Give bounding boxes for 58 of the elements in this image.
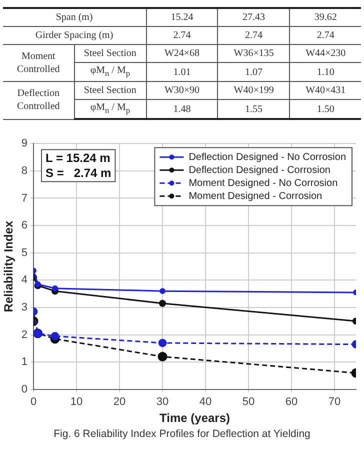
point [158,338,167,348]
x-tick-label: 0 [30,396,37,408]
text: W44×230 [290,44,361,62]
text: Girder Spacing (m) [3,26,146,44]
x-axis-title: Time (years) [160,411,230,426]
annotation: L = 15.24 m [46,150,110,165]
annotation: S = 2.74 m [46,166,112,180]
x-tick-label: 30 [156,396,169,408]
text: 1.10 [290,62,361,82]
y-tick-label: 5 [21,246,28,259]
text: W36×135 [218,44,290,62]
text: φM$_{n}$ / M$_{p}$ [74,62,146,82]
text: 2.74 [218,26,290,44]
x-tick-label: 50 [242,396,255,408]
text: W40×431 [290,82,361,100]
text: W40×199 [218,82,290,100]
text: Steel Section [74,82,146,100]
y-tick-label: 1 [21,356,28,368]
y-tick-label: 8 [21,164,28,177]
y-tick-label: 7 [21,192,28,204]
y-tick-label: 0 [21,383,28,396]
text: 1.48 [146,100,218,119]
x-tick-label: 70 [328,396,341,408]
x-tick-label: 10 [70,396,83,408]
x-tick-label: 40 [199,396,212,408]
point [160,288,166,294]
text: 39.62 [290,8,361,26]
text: W24×68 [146,44,218,62]
text: 1.55 [218,100,290,119]
text: W30×90 [146,82,218,100]
y-tick-label: 6 [21,220,28,232]
text: 1.01 [146,62,218,82]
text: 1.50 [290,100,361,119]
text: Moment Controlled [3,44,74,82]
point [52,285,58,292]
text: 2.74 [290,26,361,44]
y-tick-label: 2 [21,328,28,341]
text: 15.24 [146,8,218,26]
text: φM$_{n}$ / M$_{p}$ [74,100,146,119]
legend-label: Moment Designed - Corrosion [188,190,322,202]
legend-label: Deflection Designed - Corrosion [188,164,330,176]
caption: Fig. 6 Reliability Index Profiles for Deflection at Yielding [52,428,312,440]
text: 2.74 [146,26,218,44]
y-axis-title: Reliability Index [2,220,16,312]
y-tick-label: 4 [21,274,28,286]
point [50,332,60,340]
text: Steel Section [74,44,146,62]
x-tick-label: 20 [113,396,126,408]
y-tick-label: 9 [21,138,28,150]
text: 27.43 [218,8,290,26]
legend-label: Deflection Designed - No Corrosion [188,152,346,163]
y-tick-label: 3 [21,302,28,314]
point [158,300,166,307]
text: 1.07 [218,62,290,82]
text: Deflection Controlled [3,82,74,119]
legend-label: Moment Designed - No Corrosion [188,178,338,189]
text: Span (m) [3,8,146,26]
x-tick-label: 60 [285,396,298,408]
